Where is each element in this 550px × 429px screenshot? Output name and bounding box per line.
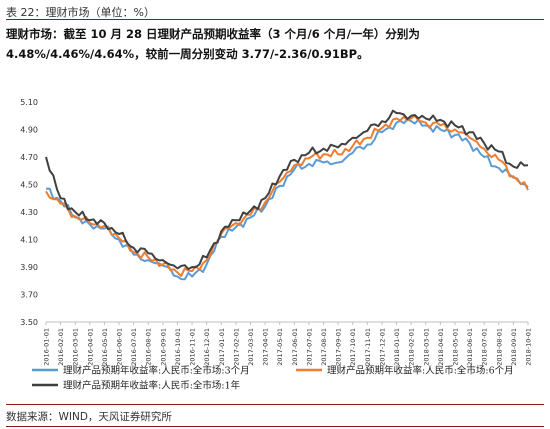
series-line-2: [45, 109, 529, 271]
x-tick-label: 2016-04-01: [86, 328, 94, 366]
x-tick-label: 2016-07-01: [130, 328, 138, 366]
y-tick-label: 4.90: [20, 126, 38, 135]
x-tick-label: 2016-05-01: [101, 328, 109, 366]
x-tick-label: 2017-10-01: [349, 328, 357, 366]
x-tick-label: 2016-11-01: [189, 328, 197, 366]
x-tick-label: 2018-09-01: [510, 328, 518, 366]
figure-caption: 表 22：理财市场（单位：%）: [6, 6, 155, 19]
x-tick-label: 2018-01-01: [393, 328, 401, 366]
bottom-rule: [6, 426, 544, 427]
x-tick-label: 2017-12-01: [378, 328, 386, 366]
x-tick-label: 2017-03-01: [247, 328, 255, 366]
caption-rule: [6, 19, 544, 20]
summary-text: 理财市场：截至 10 月 28 日理财产品预期收益率（3 个月/6 个月/一年）…: [6, 27, 420, 61]
y-tick-label: 3.90: [20, 263, 38, 272]
series-line-0: [45, 118, 529, 281]
x-tick-label: 2018-02-01: [408, 328, 416, 366]
x-tick-label: 2016-06-01: [116, 328, 124, 366]
x-tick-label: 2017-08-01: [320, 328, 328, 366]
x-tick-label: 2016-12-01: [203, 328, 211, 366]
x-tick-label: 2016-03-01: [72, 328, 80, 366]
x-tick-label: 2016-09-01: [159, 328, 167, 366]
x-tick-label: 2017-04-01: [262, 328, 270, 366]
x-tick-label: 2017-07-01: [305, 328, 313, 366]
x-tick-label: 2017-05-01: [276, 328, 284, 366]
x-tick-label: 2018-07-01: [481, 328, 489, 366]
x-tick-label: 2018-08-01: [495, 328, 503, 366]
series-line-1: [45, 114, 529, 277]
x-tick-label: 2017-11-01: [364, 328, 372, 366]
line-chart: 5.10 4.90 4.70 4.50 4.30 4.10 3.90 3.70 3.50 2016…: [20, 98, 533, 392]
x-tick-label: 2017-01-01: [218, 328, 226, 366]
source-rule: [6, 404, 544, 405]
y-tick-label: 4.70: [20, 153, 38, 162]
chart-panel: 5.10 4.90 4.70 4.50 4.30 4.10 3.90 3.70 3.50 2016…: [6, 71, 544, 401]
x-tick-label: 2018-10-01: [525, 328, 533, 366]
y-tick-label: 4.30: [20, 208, 38, 217]
x-tick-label: 2016-08-01: [145, 328, 153, 366]
x-tick-label: 2016-02-01: [57, 328, 65, 366]
y-tick-label: 5.10: [20, 98, 38, 107]
y-tick-label: 3.70: [20, 291, 38, 300]
y-tick-label: 4.10: [20, 236, 38, 245]
x-tick-label: 2016-01-01: [43, 328, 51, 366]
source-note: 数据来源：WIND，天风证券研究所: [6, 411, 172, 423]
y-tick-label: 4.50: [20, 181, 38, 190]
x-tick-label: 2018-03-01: [422, 328, 430, 366]
x-tick-label: 2018-06-01: [466, 328, 474, 366]
y-tick-label: 3.50: [20, 318, 38, 327]
x-tick-label: 2017-06-01: [291, 328, 299, 366]
x-tick-label: 2016-10-01: [174, 328, 182, 366]
x-tick-label: 2018-04-01: [437, 328, 445, 366]
legend-label-0: 理财产品预期年收益率:人民币:全市场:3个月: [63, 365, 250, 377]
x-tick-label: 2017-02-01: [232, 328, 240, 366]
x-tick-label: 2018-05-01: [451, 328, 459, 366]
x-tick-label: 2017-09-01: [335, 328, 343, 366]
legend-label-2: 理财产品预期年收益率:人民币:全市场:1年: [63, 380, 241, 392]
legend-label-1: 理财产品预期年收益率:人民币:全市场:6个月: [327, 365, 514, 377]
